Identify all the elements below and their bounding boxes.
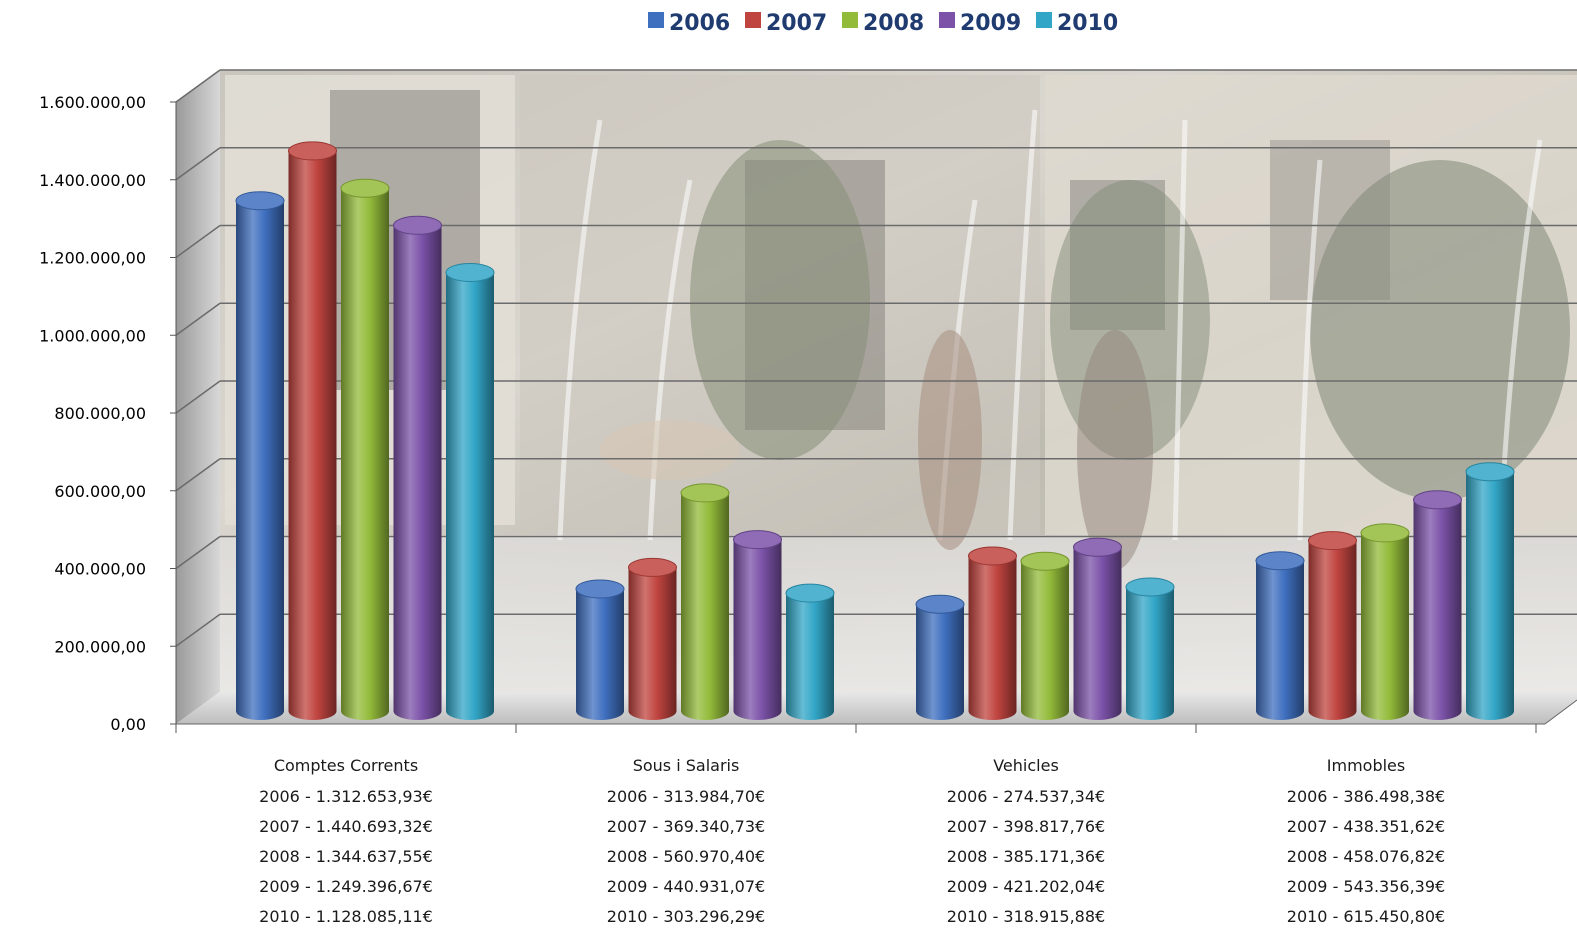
gridline-side [175, 380, 221, 414]
category-value-label: 2010 - 303.296,29€ [607, 907, 765, 926]
category-label-group: Sous i Salaris 2006 - 313.984,70€ 2007 - 3… [607, 756, 765, 926]
category-label: Sous i Salaris [633, 756, 740, 775]
y-tick-label: 600.000,00 [54, 482, 146, 501]
bar-2010-2 [1125, 577, 1175, 720]
y-tick-label: 200.000,00 [54, 637, 146, 656]
category-label-group: Comptes Corrents 2006 - 1.312.653,93€ 2007… [259, 756, 433, 926]
y-tick-label: 0,00 [110, 715, 146, 734]
category-value-label: 2006 - 1.312.653,93€ [259, 787, 433, 806]
legend-label: 2007 [766, 11, 827, 36]
legend-item-2010: 2010 [1036, 11, 1118, 36]
plot-area: 0,00 200.000,00 400.000,00 600.000,00 800.00… [39, 69, 1577, 734]
legend-swatch [842, 12, 858, 28]
y-tick-label: 1.600.000,00 [39, 93, 146, 112]
category-value-label: 2006 - 386.498,38€ [1287, 787, 1445, 806]
legend-swatch [939, 12, 955, 28]
bar-2007-0 [288, 141, 337, 720]
category-value-label: 2007 - 438.351,62€ [1287, 817, 1445, 836]
legend-item-2009: 2009 [939, 11, 1021, 36]
bar-2006-2 [915, 594, 965, 720]
category-value-label: 2010 - 1.128.085,11€ [259, 907, 433, 926]
y-tick-label: 1.400.000,00 [39, 171, 146, 190]
category-value-label: 2008 - 385.171,36€ [947, 847, 1105, 866]
category-value-label: 2008 - 458.076,82€ [1287, 847, 1445, 866]
bar-2010-3 [1465, 462, 1515, 720]
legend-swatch [745, 12, 761, 28]
category-value-label: 2006 - 274.537,34€ [947, 787, 1105, 806]
legend-label: 2010 [1057, 11, 1118, 36]
category-label: Comptes Corrents [274, 756, 418, 775]
category-value-label: 2009 - 1.249.396,67€ [259, 877, 433, 896]
category-label-group: Vehicles 2006 - 274.537,34€ 2007 - 398.817… [947, 756, 1105, 926]
gridline-side [175, 458, 221, 492]
category-value-label: 2008 - 1.344.637,55€ [259, 847, 433, 866]
y-tick-label: 1.200.000,00 [39, 249, 146, 268]
legend-label: 2008 [863, 11, 924, 36]
bar-2008-2 [1020, 551, 1070, 720]
bar-2008-1 [680, 483, 730, 720]
bar-2007-3 [1308, 531, 1357, 720]
bar-2006-0 [235, 191, 285, 720]
bar-2009-0 [393, 215, 442, 720]
bar-2006-3 [1255, 551, 1305, 720]
bar-2009-2 [1073, 537, 1122, 720]
bar-2009-1 [733, 530, 782, 720]
category-value-label: 2010 - 615.450,80€ [1287, 907, 1445, 926]
gridline-side [175, 613, 221, 647]
category-value-label: 2009 - 440.931,07€ [607, 877, 765, 896]
legend-label: 2009 [960, 11, 1021, 36]
bar-2007-1 [628, 557, 677, 720]
category-value-label: 2007 - 398.817,76€ [947, 817, 1105, 836]
category-label: Vehicles [993, 756, 1059, 775]
gridline-side [175, 147, 221, 181]
category-value-label: 2007 - 1.440.693,32€ [259, 817, 433, 836]
gridline-side [175, 302, 221, 336]
legend-item-2007: 2007 [745, 11, 827, 36]
gridline-side [175, 69, 221, 103]
legend-swatch [648, 12, 664, 28]
bar-2010-0 [445, 262, 495, 720]
bar-2006-1 [575, 579, 625, 720]
floor [176, 692, 1577, 724]
y-tick-label: 400.000,00 [54, 560, 146, 579]
category-label-group: Immobles 2006 - 386.498,38€ 2007 - 438.351… [1287, 756, 1445, 926]
y-tick-label: 800.000,00 [54, 404, 146, 423]
gridline-side [175, 535, 221, 570]
category-value-label: 2010 - 318.915,88€ [947, 907, 1105, 926]
category-value-label: 2009 - 421.202,04€ [947, 877, 1105, 896]
bar-2010-1 [785, 583, 835, 720]
legend: 2006 2007 2008 2009 2010 [648, 11, 1118, 36]
bar-2009-3 [1413, 490, 1462, 720]
bar-2007-2 [968, 546, 1017, 720]
legend-label: 2006 [669, 11, 730, 36]
gridline-side [175, 224, 221, 259]
bar-2008-0 [340, 178, 390, 720]
x-axis [175, 724, 1537, 733]
bars [235, 141, 1515, 720]
category-value-label: 2007 - 369.340,73€ [607, 817, 765, 836]
legend-item-2008: 2008 [842, 11, 924, 36]
legend-item-2006: 2006 [648, 11, 730, 36]
legend-swatch [1036, 12, 1052, 28]
y-tick-label: 1.000.000,00 [39, 326, 146, 345]
bar-2008-3 [1360, 523, 1410, 720]
category-value-label: 2009 - 543.356,39€ [1287, 877, 1445, 896]
y-axis: 0,00 200.000,00 400.000,00 600.000,00 800.00… [39, 93, 177, 734]
category-label: Immobles [1327, 756, 1405, 775]
category-value-label: 2008 - 560.970,40€ [607, 847, 765, 866]
category-value-label: 2006 - 313.984,70€ [607, 787, 765, 806]
category-labels: Comptes Corrents 2006 - 1.312.653,93€ 2007… [259, 756, 1445, 926]
